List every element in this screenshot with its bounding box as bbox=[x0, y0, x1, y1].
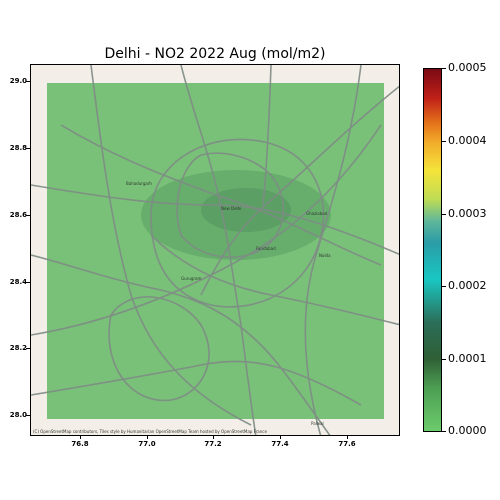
x-tick-mark bbox=[80, 436, 81, 439]
x-tick-label: 77.0 bbox=[138, 440, 156, 448]
map-title: Delhi - NO2 2022 Aug (mol/m2) bbox=[104, 46, 326, 62]
place-labels: Bahadurgarh New Delhi Noida Gurugram Far… bbox=[126, 181, 331, 426]
colorbar-tick-mark bbox=[442, 359, 446, 360]
y-tick-mark bbox=[26, 415, 30, 416]
colorbar-label: 0.0003 bbox=[448, 207, 487, 220]
colorbar-tick-mark bbox=[442, 141, 446, 142]
y-tick-mark bbox=[26, 282, 30, 283]
y-tick-mark bbox=[26, 148, 30, 149]
y-tick-mark bbox=[26, 348, 30, 349]
place-label-ghaziabad: Ghaziabad bbox=[306, 211, 328, 216]
y-tick-mark bbox=[26, 81, 30, 82]
x-tick-label: 77.6 bbox=[338, 440, 356, 448]
place-label-gurugram: Gurugram bbox=[181, 276, 201, 281]
colorbar bbox=[423, 68, 442, 432]
place-label-palwal: Palwal bbox=[311, 421, 324, 426]
x-tick-mark bbox=[280, 436, 281, 439]
place-label-bahadurgarh: Bahadurgarh bbox=[126, 181, 152, 186]
place-label-faridabad: Faridabad bbox=[256, 246, 276, 251]
x-tick-label: 77.2 bbox=[204, 440, 222, 448]
y-tick-label: 28.2 bbox=[9, 344, 27, 352]
x-tick-mark bbox=[213, 436, 214, 439]
colorbar-tick-mark bbox=[442, 68, 446, 69]
y-tick-label: 28.0 bbox=[9, 411, 27, 419]
y-tick-label: 28.4 bbox=[9, 278, 27, 286]
colorbar-label: 0.0000 bbox=[448, 424, 487, 437]
y-tick-label: 28.6 bbox=[9, 211, 27, 219]
colorbar-tick-mark bbox=[442, 214, 446, 215]
x-tick-mark bbox=[147, 436, 148, 439]
basemap-svg: Bahadurgarh New Delhi Noida Gurugram Far… bbox=[31, 65, 399, 435]
colorbar-tick-mark bbox=[442, 286, 446, 287]
x-tick-label: 76.8 bbox=[71, 440, 89, 448]
colorbar-label: 0.0002 bbox=[448, 279, 487, 292]
x-tick-mark bbox=[347, 436, 348, 439]
map-attribution: (C) OpenStreetMap contributors, Tiles st… bbox=[33, 429, 267, 434]
y-tick-label: 29.0 bbox=[9, 77, 27, 85]
colorbar-label: 0.0001 bbox=[448, 352, 487, 365]
x-tick-label: 77.4 bbox=[271, 440, 289, 448]
map-plot-area[interactable]: Bahadurgarh New Delhi Noida Gurugram Far… bbox=[30, 64, 400, 436]
y-tick-label: 28.8 bbox=[9, 144, 27, 152]
colorbar-label: 0.0004 bbox=[448, 134, 487, 147]
colorbar-label: 0.0005 bbox=[448, 61, 487, 74]
place-label-noida: Noida bbox=[319, 253, 331, 258]
colorbar-tick-mark bbox=[442, 431, 446, 432]
y-tick-mark bbox=[26, 215, 30, 216]
road-network bbox=[31, 65, 399, 435]
place-label-new-delhi: New Delhi bbox=[221, 206, 241, 211]
